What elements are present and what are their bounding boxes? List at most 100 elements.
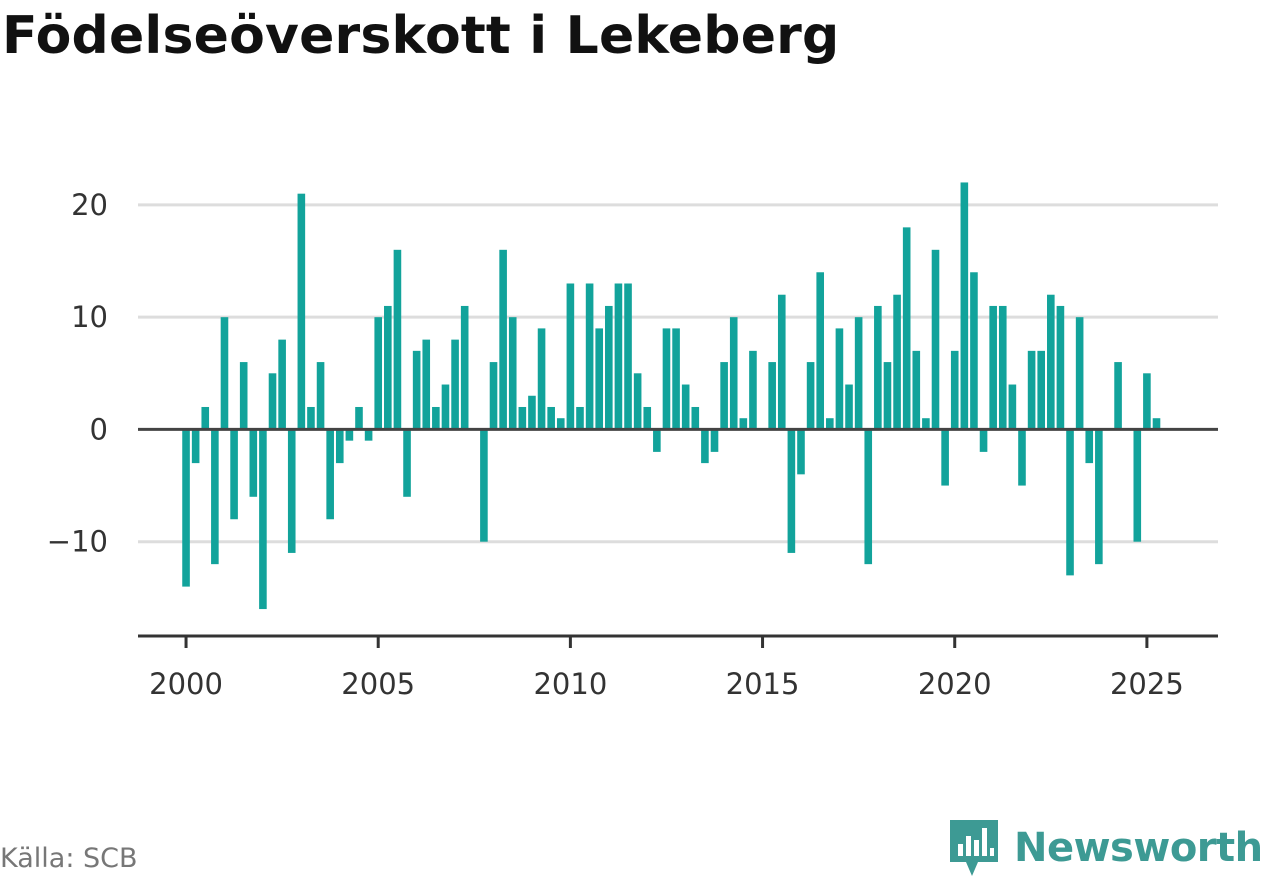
bar <box>335 429 344 464</box>
bar <box>499 249 507 430</box>
bar <box>653 429 661 452</box>
bar <box>941 429 949 486</box>
bar <box>518 406 527 430</box>
x-tick-label: 2015 <box>726 667 800 701</box>
bar <box>345 429 354 441</box>
bar <box>1047 294 1055 430</box>
bar <box>729 317 738 430</box>
bar <box>662 328 671 430</box>
bar <box>403 429 411 497</box>
bar <box>806 362 815 430</box>
brand-logo: Newsworthy <box>948 818 1262 878</box>
bar <box>182 429 190 587</box>
bar <box>1008 384 1017 430</box>
source-note: Källa: SCB <box>0 843 138 874</box>
bar <box>1143 373 1151 430</box>
bar <box>998 305 1007 430</box>
y-tick-label: 20 <box>71 188 108 222</box>
x-tick-label: 2010 <box>533 667 607 701</box>
bar <box>710 429 719 452</box>
bar <box>912 350 921 430</box>
newsworthy-logo-icon <box>950 820 998 876</box>
bar <box>297 193 306 430</box>
gridlines <box>138 203 1218 544</box>
bar <box>1027 350 1036 430</box>
brand-name: Newsworthy <box>1014 825 1262 871</box>
bar <box>451 339 459 430</box>
bar <box>307 406 315 430</box>
bar <box>239 362 248 430</box>
bar <box>768 362 776 430</box>
bar <box>249 429 258 497</box>
bar <box>614 283 623 430</box>
bar <box>326 429 334 520</box>
bar <box>576 406 584 430</box>
bar <box>931 249 940 430</box>
bar <box>374 317 383 430</box>
bar <box>691 406 700 430</box>
bar <box>1056 305 1065 430</box>
bar <box>1075 317 1084 430</box>
bar <box>826 418 834 430</box>
bar <box>1066 429 1074 576</box>
bar <box>566 283 575 430</box>
bar <box>1152 418 1161 430</box>
bar <box>749 350 757 430</box>
bar <box>393 249 402 430</box>
bar <box>950 350 959 430</box>
bar <box>643 406 652 430</box>
y-tick-label: 0 <box>90 412 108 446</box>
bar <box>441 384 450 430</box>
bar <box>777 294 786 430</box>
bar <box>624 283 632 430</box>
bar <box>547 406 555 430</box>
bar <box>259 429 267 610</box>
bar <box>355 406 363 430</box>
bar <box>701 429 709 464</box>
bar <box>787 429 796 553</box>
y-tick-label: −10 <box>47 525 108 559</box>
bar <box>1085 429 1094 464</box>
bar <box>960 182 969 430</box>
bar <box>201 406 210 430</box>
bar <box>835 328 844 430</box>
axes <box>138 427 1218 648</box>
bar <box>864 429 873 565</box>
bar <box>970 272 978 430</box>
bar <box>220 317 229 430</box>
bar <box>845 384 853 430</box>
bar <box>191 429 200 464</box>
bar <box>230 429 238 520</box>
bar <box>922 418 930 430</box>
bar <box>989 305 997 430</box>
bar <box>287 429 296 553</box>
bar <box>585 283 594 430</box>
bar <box>595 328 604 430</box>
y-tick-label: 10 <box>71 300 108 334</box>
bar <box>1018 429 1026 486</box>
bar <box>460 305 469 430</box>
bar <box>1133 429 1142 542</box>
bar <box>268 373 277 430</box>
bar <box>816 272 825 430</box>
x-tick-label: 2005 <box>341 667 415 701</box>
bar <box>422 339 431 430</box>
bar <box>883 362 892 430</box>
chart-title: Födelseöverskott i Lekeberg <box>2 6 840 66</box>
x-tick-label: 2025 <box>1110 667 1184 701</box>
bar <box>739 418 748 430</box>
bar <box>412 350 421 430</box>
bar <box>384 305 392 430</box>
bar <box>1114 362 1122 430</box>
bar <box>672 328 680 430</box>
bar <box>854 317 863 430</box>
x-tick-label: 2000 <box>149 667 223 701</box>
bar <box>893 294 901 430</box>
bar <box>489 362 498 430</box>
bar <box>633 373 642 430</box>
bar <box>681 384 690 430</box>
bar <box>508 317 517 430</box>
bar <box>797 429 805 475</box>
